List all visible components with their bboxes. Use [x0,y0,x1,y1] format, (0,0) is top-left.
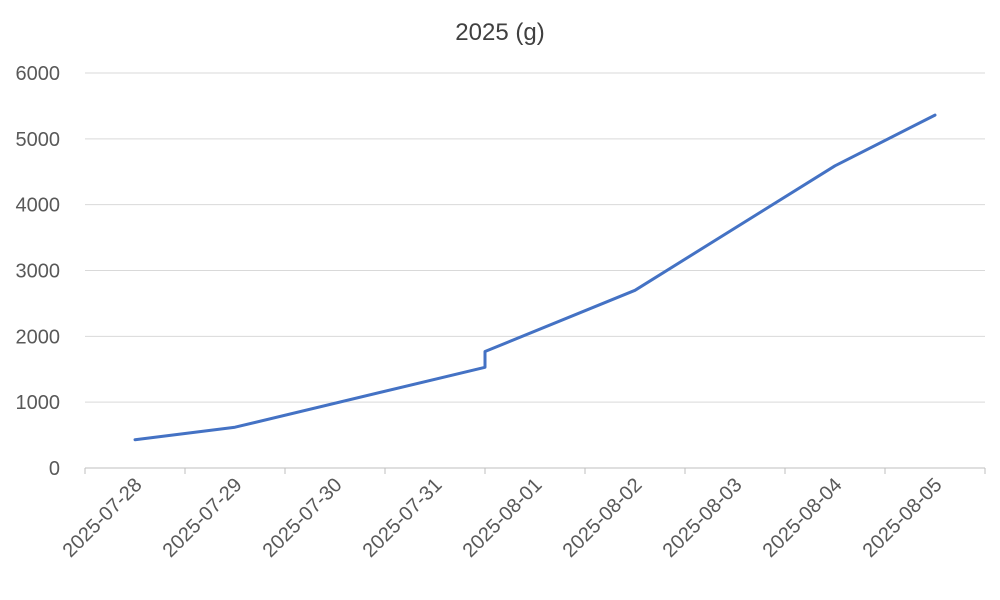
chart-title: 2025 (g) [455,19,544,46]
y-tick-label: 1000 [16,392,61,414]
x-tick-label: 2025-08-03 [659,474,747,562]
y-axis-ticks: 0 1000 2000 3000 4000 5000 6000 [16,63,61,480]
x-tick-label: 2025-07-30 [259,474,347,562]
y-tick-label: 5000 [16,129,61,151]
gridlines [85,72,985,403]
x-tick-label: 2025-07-31 [359,474,447,562]
y-tick-label: 0 [49,458,60,480]
x-tick-label: 2025-07-29 [159,474,247,562]
y-tick-label: 3000 [16,261,61,283]
x-tick-label: 2025-08-02 [559,474,647,562]
x-tick-label: 2025-08-01 [459,474,547,562]
series-line [133,113,937,442]
series-layer [133,113,937,442]
x-tick-label: 2025-08-04 [759,474,847,562]
x-axis [84,467,986,474]
x-axis-ticks: 2025-07-28 2025-07-29 2025-07-30 2025-07-31… [59,474,947,562]
x-tick-label: 2025-07-28 [59,474,147,562]
y-tick-label: 2000 [16,326,61,348]
x-tick-label: 2025-08-05 [859,474,947,562]
y-tick-label: 4000 [16,195,61,217]
y-tick-label: 6000 [16,63,61,85]
